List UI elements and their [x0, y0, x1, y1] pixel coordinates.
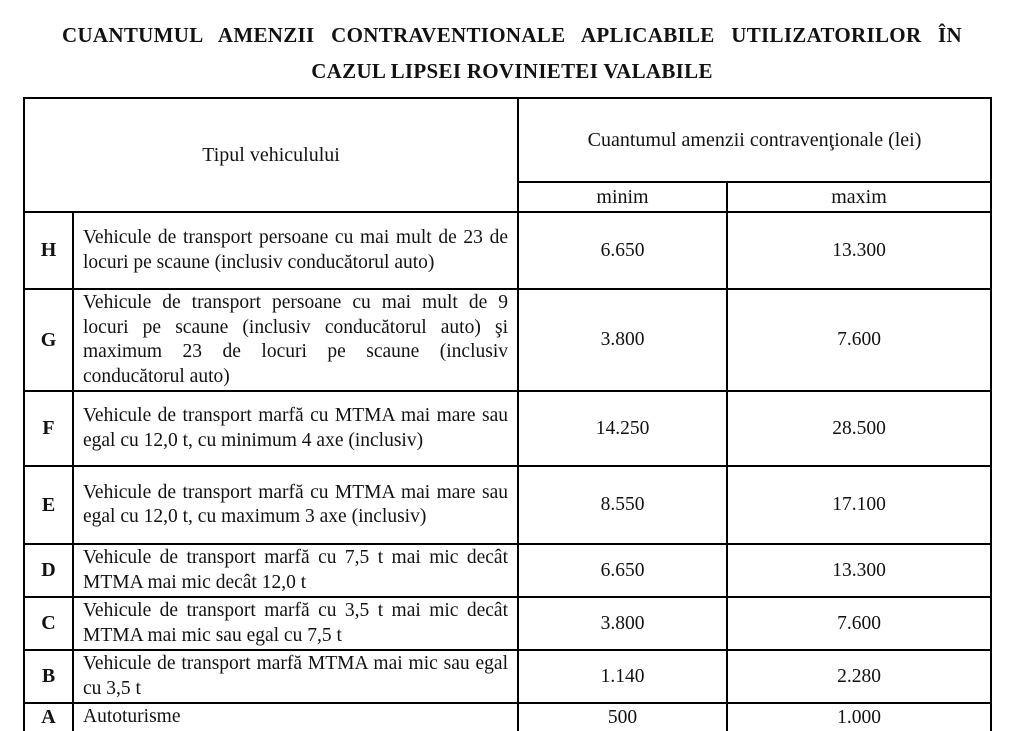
header-max: maxim: [726, 181, 993, 213]
title-line-1: CUANTUMUL AMENZII CONTRAVENTIONALE APLIC…: [62, 23, 962, 47]
table-row-D: D Vehicule de transport marfă cu 7,5 t m…: [23, 543, 993, 598]
row-max-amount: 7.600: [726, 596, 993, 651]
row-code: B: [23, 649, 74, 704]
row-description: Vehicule de transport marfă cu MTMA mai …: [71, 465, 520, 545]
row-max-amount: 2.280: [726, 649, 993, 704]
row-description: Autoturisme: [71, 702, 520, 731]
row-min-amount: 6.650: [517, 211, 729, 290]
row-max-amount: 17.100: [726, 465, 993, 545]
row-code: H: [23, 211, 74, 290]
row-description: Vehicule de transport persoane cu mai mu…: [71, 288, 520, 392]
row-description: Vehicule de transport persoane cu mai mu…: [71, 211, 520, 290]
row-max-amount: 7.600: [726, 288, 993, 392]
row-min-amount: 500: [517, 702, 729, 731]
table-header-row: Tipul vehiculului Cuantumul amenzii cont…: [22, 97, 993, 213]
row-code: A: [23, 702, 74, 731]
header-vehicle-type: Tipul vehiculului: [22, 97, 520, 213]
row-description: Vehicule de transport marfă cu MTMA mai …: [71, 390, 520, 467]
table-row-F: F Vehicule de transport marfă cu MTMA ma…: [23, 390, 993, 467]
header-fine-amount: Cuantumul amenzii contravenţionale (lei): [517, 97, 993, 183]
row-min-amount: 6.650: [517, 543, 729, 598]
row-code: G: [23, 288, 74, 392]
table-row-C: C Vehicule de transport marfă cu 3,5 t m…: [23, 596, 993, 651]
row-max-amount: 1.000: [726, 702, 993, 731]
table-row-A: A Autoturisme 500 1.000: [23, 702, 993, 731]
row-description: Vehicule de transport marfă MTMA mai mic…: [71, 649, 520, 704]
row-max-amount: 28.500: [726, 390, 993, 467]
document-page: CUANTUMUL AMENZII CONTRAVENTIONALE APLIC…: [0, 23, 1024, 731]
header-min: minim: [517, 181, 729, 213]
row-code: C: [23, 596, 74, 651]
fines-table: Tipul vehiculului Cuantumul amenzii cont…: [22, 97, 993, 731]
table-row-G: G Vehicule de transport persoane cu mai …: [23, 288, 993, 392]
document-title: CUANTUMUL AMENZII CONTRAVENTIONALE APLIC…: [62, 23, 962, 84]
row-max-amount: 13.300: [726, 211, 993, 290]
row-description: Vehicule de transport marfă cu 7,5 t mai…: [71, 543, 520, 598]
row-min-amount: 1.140: [517, 649, 729, 704]
table-subheader-row: minim maxim: [24, 181, 993, 213]
row-min-amount: 3.800: [517, 596, 729, 651]
row-description: Vehicule de transport marfă cu 3,5 t mai…: [71, 596, 520, 651]
row-min-amount: 8.550: [517, 465, 729, 545]
row-code: E: [23, 465, 74, 545]
row-min-amount: 14.250: [517, 390, 729, 467]
row-max-amount: 13.300: [726, 543, 993, 598]
row-code: F: [23, 390, 74, 467]
table-row-B: B Vehicule de transport marfă MTMA mai m…: [23, 649, 993, 704]
table-row-E: E Vehicule de transport marfă cu MTMA ma…: [23, 465, 993, 545]
title-line-2: CAZUL LIPSEI ROVINIETEI VALABILE: [311, 59, 713, 83]
row-code: D: [23, 543, 74, 598]
row-min-amount: 3.800: [517, 288, 729, 392]
table-row-H: H Vehicule de transport persoane cu mai …: [23, 211, 993, 290]
